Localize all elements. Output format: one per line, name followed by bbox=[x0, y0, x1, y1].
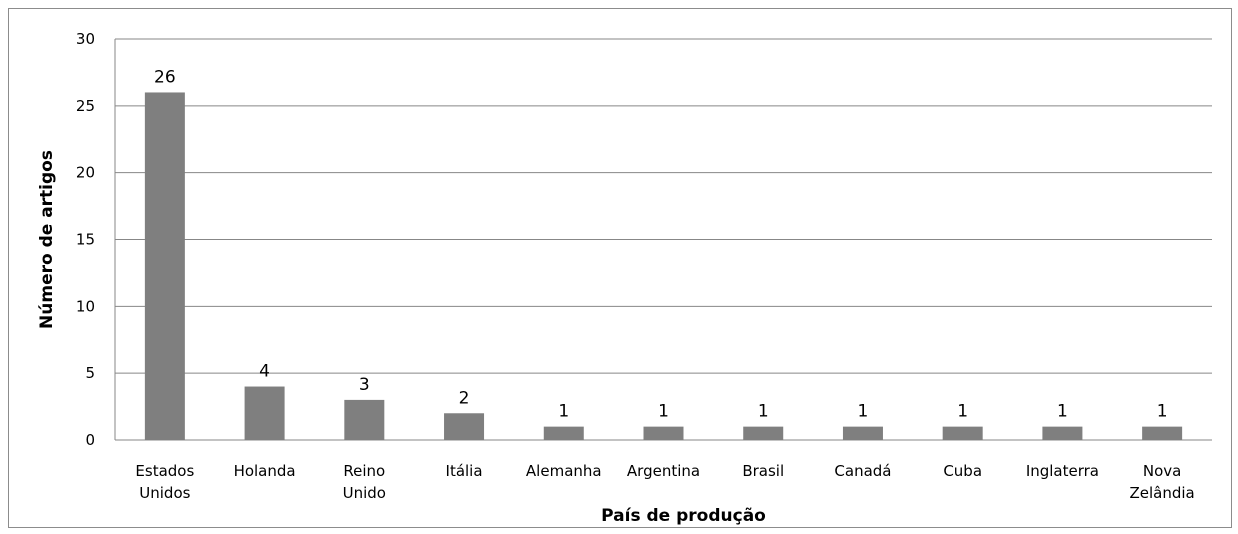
y-tick-label: 15 bbox=[76, 231, 95, 249]
data-label: 1 bbox=[1057, 402, 1068, 422]
data-label: 1 bbox=[558, 402, 569, 422]
y-axis-title: Número de artigos bbox=[37, 150, 57, 329]
y-tick-label: 30 bbox=[76, 30, 95, 48]
y-tick-label: 25 bbox=[76, 97, 95, 115]
category-labels: Estados Unidos Holanda Reino Unido Itália Alem… bbox=[135, 462, 1194, 502]
x-category-label: Alemanha bbox=[526, 462, 602, 480]
bar-chart: 0 5 10 15 20 25 30 26 4 3 2 1 1 1 1 1 1 1 Estados Unidos H… bbox=[37, 30, 1212, 526]
bar bbox=[543, 426, 584, 440]
bar bbox=[144, 92, 185, 440]
data-label: 3 bbox=[359, 375, 370, 395]
y-axis-ticks: 0 5 10 15 20 25 30 bbox=[76, 30, 95, 449]
data-label: 26 bbox=[154, 67, 176, 87]
data-labels: 26 4 3 2 1 1 1 1 1 1 1 bbox=[154, 67, 1168, 421]
y-tick-label: 5 bbox=[85, 364, 95, 382]
bar bbox=[842, 426, 883, 440]
data-label: 2 bbox=[459, 388, 470, 408]
x-category-label: Cuba bbox=[943, 462, 982, 480]
x-category-label: Canadá bbox=[834, 462, 891, 480]
x-category-label: Brasil bbox=[742, 462, 784, 480]
bars bbox=[144, 92, 1183, 440]
x-category-label: Estados bbox=[135, 462, 194, 480]
y-tick-label: 0 bbox=[85, 431, 95, 449]
x-category-label: Zelândia bbox=[1130, 484, 1195, 502]
y-tick-label: 20 bbox=[76, 164, 95, 182]
data-label: 1 bbox=[1157, 402, 1168, 422]
x-axis-title: País de produção bbox=[601, 506, 766, 526]
x-category-label: Itália bbox=[446, 462, 483, 480]
x-category-label: Inglaterra bbox=[1026, 462, 1099, 480]
bar bbox=[643, 426, 684, 440]
data-label: 4 bbox=[259, 362, 270, 382]
data-label: 1 bbox=[858, 402, 869, 422]
bar bbox=[743, 426, 784, 440]
bar bbox=[1042, 426, 1083, 440]
bar bbox=[942, 426, 983, 440]
x-category-label: Reino bbox=[343, 462, 385, 480]
x-category-label: Nova bbox=[1143, 462, 1181, 480]
bar bbox=[444, 413, 485, 440]
x-category-label: Holanda bbox=[234, 462, 296, 480]
bar bbox=[1142, 426, 1183, 440]
data-label: 1 bbox=[658, 402, 669, 422]
x-category-label: Argentina bbox=[627, 462, 700, 480]
chart-frame: 0 5 10 15 20 25 30 26 4 3 2 1 1 1 1 1 1 1 Estados Unidos H… bbox=[8, 8, 1232, 528]
bar bbox=[344, 399, 385, 440]
x-category-label: Unidos bbox=[139, 484, 190, 502]
x-category-label: Unido bbox=[343, 484, 386, 502]
data-label: 1 bbox=[957, 402, 968, 422]
data-label: 1 bbox=[758, 402, 769, 422]
y-tick-label: 10 bbox=[76, 297, 95, 315]
gridlines bbox=[114, 38, 1212, 441]
bar bbox=[244, 386, 285, 440]
